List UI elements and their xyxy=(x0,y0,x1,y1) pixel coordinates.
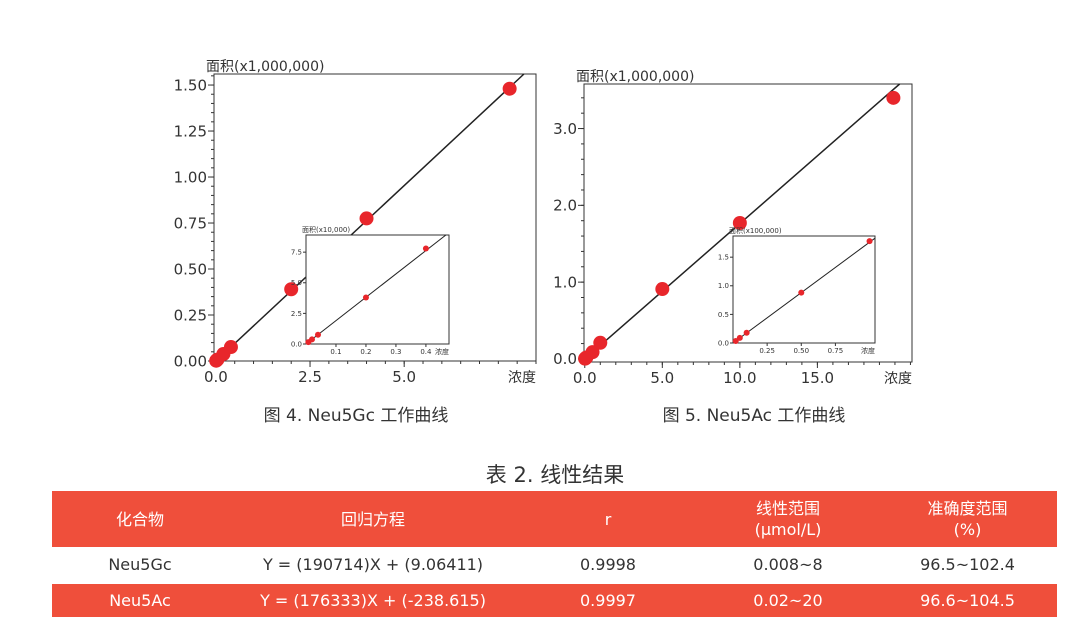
charts-canvas: 0.0 2.5 5.00.000.250.500.751.001.251.50面积(… xyxy=(174,59,913,387)
chart2-inset-panel: 0.25 0.50 0.75 0.0 0.5 1.0 1.5 面积(x100,000) 浓度 xyxy=(718,226,876,355)
chart2-main-x-tick-label: 0.0 xyxy=(573,369,597,387)
cell-equation: Y = (176333)X + (-238.615) xyxy=(260,591,486,610)
chart2-inset-data-point xyxy=(743,329,750,336)
chart1-inset-x-tick-label: 0.2 xyxy=(360,348,371,356)
chart1-main-x-tick-label: 2.5 xyxy=(298,368,322,386)
chart2-inset-data-point xyxy=(732,337,739,344)
chart2-inset-x-tick-label: 0.25 xyxy=(759,347,775,355)
chart1-inset-x-tick-label: 0.3 xyxy=(390,348,401,356)
header-r: r xyxy=(604,509,612,529)
chart1-main-y-axis-label: 面积(x1,000,000) xyxy=(206,59,324,75)
chart2-main-data-point xyxy=(655,282,670,297)
chart2-main-y-tick-label: 0.0 xyxy=(553,350,577,368)
figure-5-caption: 图 5. Neu5Ac 工作曲线 xyxy=(662,406,846,426)
chart2-main-y-axis-label: 面积(x1,000,000) xyxy=(576,69,694,85)
chart2-main-data-point xyxy=(593,335,608,350)
chart1-inset-regression-line xyxy=(305,234,447,345)
chart1-inset-y-tick-label: 7.5 xyxy=(291,249,302,257)
linearity-table: 化合物 回归方程 r 线性范围 (μmol/L) 准确度范围 (%) Neu5Gc … xyxy=(52,491,1057,617)
chart2-inset-y-tick-label: 1.5 xyxy=(718,254,729,262)
chart1-inset-data-point xyxy=(362,294,369,301)
table-title: 表 2. 线性结果 xyxy=(485,463,625,487)
chart1-main-y-tick-label: 1.25 xyxy=(174,122,207,140)
cell-accuracy: 96.5~102.4 xyxy=(920,555,1015,574)
chart1-inset-y-tick-label: 5.0 xyxy=(291,279,302,287)
chart1-main-y-tick-label: 0.25 xyxy=(174,306,207,324)
cell-linear-range: 0.008~8 xyxy=(753,555,823,574)
chart1-inset-x-axis-label: 浓度 xyxy=(435,347,449,356)
chart1-main-y-tick-label: 1.00 xyxy=(174,168,207,186)
chart2-inset-y-axis-label: 面积(x100,000) xyxy=(729,226,782,235)
chart1-main-y-tick-label: 0.75 xyxy=(174,214,207,232)
chart1-main-x-tick-label: 5.0 xyxy=(392,368,416,386)
chart1-main-x-tick-label: 0.0 xyxy=(204,368,228,386)
chart1-inset-x-tick-label: 0.4 xyxy=(420,348,432,356)
header-accuracy-unit: (%) xyxy=(953,520,982,539)
cell-r: 0.9997 xyxy=(580,591,636,610)
chart2-inset-y-tick-label: 1.0 xyxy=(718,282,729,290)
chart2-inset-y-tick-label: 0.0 xyxy=(718,339,729,347)
chart1-inset-y-tick-label: 0.0 xyxy=(291,340,302,348)
header-compound: 化合物 xyxy=(115,509,164,529)
chart2-inset-x-axis-label: 浓度 xyxy=(861,346,875,355)
header-accuracy-range: 准确度范围 (%) xyxy=(878,491,1057,547)
figure-4-caption: 图 4. Neu5Gc 工作曲线 xyxy=(263,406,449,426)
chart2-inset-data-point xyxy=(798,289,805,296)
cell-compound: Neu5Gc xyxy=(108,555,172,574)
cell-equation: Y = (190714)X + (9.06411) xyxy=(262,555,484,574)
cell-r: 0.9998 xyxy=(580,555,636,574)
chart1-main-y-tick-label: 1.50 xyxy=(174,76,207,94)
chart1-main-y-tick-label: 0.50 xyxy=(174,260,207,278)
chart2-main-data-point xyxy=(585,345,600,360)
chart2-inset-data-point xyxy=(866,238,873,245)
chart1-inset-panel: 0.1 0.2 0.3 0.4 0.0 2.5 5.0 7.5 面积(x10,000) 浓度 xyxy=(291,225,450,356)
chart1-main-data-point xyxy=(359,211,374,226)
chart1-inset-y-axis-label: 面积(x10,000) xyxy=(302,225,350,234)
header-accuracy-label: 准确度范围 xyxy=(927,499,1008,518)
header-linear-range: 线性范围 (μmol/L) xyxy=(698,491,878,547)
chart1-main-data-point xyxy=(502,81,517,96)
header-equation: 回归方程 xyxy=(340,509,405,529)
chart2-main-x-tick-label: 5.0 xyxy=(650,369,674,387)
chart1-main-x-axis-label: 浓度 xyxy=(508,370,536,386)
chart1-inset-data-point xyxy=(308,336,315,343)
chart1-main-data-point xyxy=(223,340,238,355)
chart1-main-data-point xyxy=(284,282,299,297)
table-row: Neu5Ac Y = (176333)X + (-238.615) 0.9997… xyxy=(52,584,1057,617)
chart2-inset-data-point xyxy=(736,334,743,341)
chart2-main-data-point xyxy=(886,90,901,105)
chart2-inset-regression-line xyxy=(732,237,876,344)
chart2-inset-x-tick-label: 0.50 xyxy=(793,347,809,355)
header-linear-range-label: 线性范围 xyxy=(755,499,820,518)
cell-accuracy: 96.6~104.5 xyxy=(920,591,1015,610)
table-header-row: 化合物 回归方程 r 线性范围 (μmol/L) 准确度范围 (%) xyxy=(52,491,1057,547)
chart2-main-data-point xyxy=(732,216,747,230)
cell-linear-range: 0.02~20 xyxy=(753,591,823,610)
chart1-inset-x-tick-label: 0.1 xyxy=(330,348,341,356)
chart1-inset-data-point xyxy=(314,331,321,338)
chart2-main-y-tick-label: 2.0 xyxy=(553,197,577,215)
chart2-main-x-axis-label: 浓度 xyxy=(884,371,912,387)
chart1-inset-data-point xyxy=(422,245,429,252)
chart1-inset-y-tick-label: 2.5 xyxy=(291,310,302,318)
chart2-main-x-tick-label: 10.0 xyxy=(723,369,756,387)
chart2-inset-y-tick-label: 0.5 xyxy=(718,311,729,319)
chart2-main-x-tick-label: 15.0 xyxy=(801,369,834,387)
chart2-main-y-tick-label: 3.0 xyxy=(553,120,577,138)
cell-compound: Neu5Ac xyxy=(109,591,171,610)
chart1-main-y-tick-label: 0.00 xyxy=(174,352,207,370)
chart2-inset-x-tick-label: 0.75 xyxy=(828,347,844,355)
header-linear-range-unit: (μmol/L) xyxy=(754,520,822,539)
table-row: Neu5Gc Y = (190714)X + (9.06411) 0.9998 … xyxy=(52,547,1057,582)
chart2-main-y-tick-label: 1.0 xyxy=(553,273,577,291)
